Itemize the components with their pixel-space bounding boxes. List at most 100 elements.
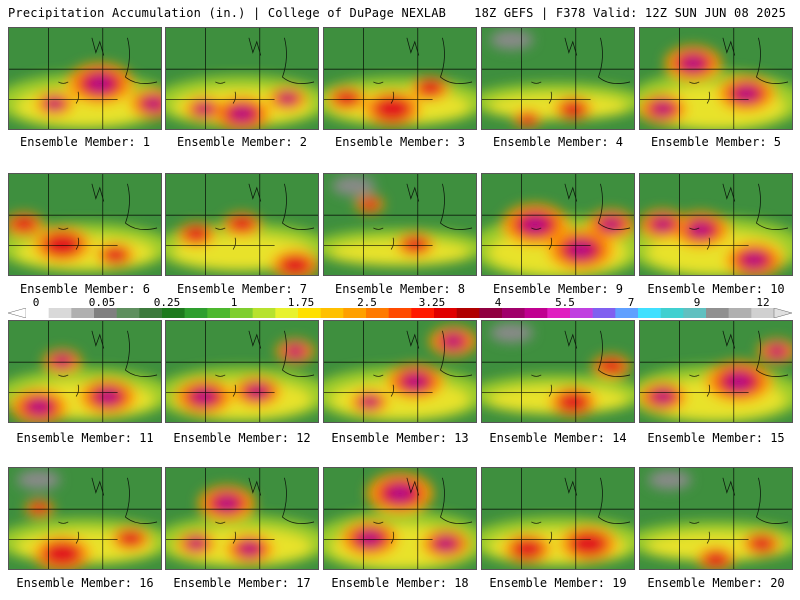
member-map-panel (481, 320, 635, 423)
member-map-panel (165, 320, 319, 423)
colorbar-tick-label: 0.05 (88, 296, 116, 309)
member-caption: Ensemble Member: 10 (636, 282, 796, 296)
member-map-panel (639, 173, 793, 276)
member-number: 19 (612, 576, 627, 590)
member-map-panel (323, 173, 477, 276)
caption-prefix: Ensemble Member: (492, 282, 616, 296)
caption-prefix: Ensemble Member: (173, 431, 297, 445)
member-caption: Ensemble Member: 13 (320, 431, 480, 445)
colorbar-swatch (728, 308, 752, 318)
member-map-panel (481, 173, 635, 276)
member-caption: Ensemble Member: 19 (478, 576, 638, 590)
member-number: 18 (454, 576, 469, 590)
caption-prefix: Ensemble Member: (173, 576, 297, 590)
colorbar-tick-label: 3.25 (418, 296, 446, 309)
member-caption: Ensemble Member: 6 (5, 282, 165, 296)
colorbar-swatch (320, 308, 344, 318)
caption-prefix: Ensemble Member: (16, 431, 140, 445)
colorbar-swatch (94, 308, 117, 318)
colorbar-swatch (683, 308, 707, 318)
colorbar-swatch (411, 308, 435, 318)
member-map-panel (165, 173, 319, 276)
colorbar-swatch (524, 308, 548, 318)
caption-prefix: Ensemble Member: (647, 282, 771, 296)
colorbar-tick-label: 0 (32, 296, 40, 309)
caption-prefix: Ensemble Member: (650, 135, 774, 149)
caption-prefix: Ensemble Member: (331, 576, 455, 590)
member-caption: Ensemble Member: 16 (5, 576, 165, 590)
colorbar-swatch (366, 308, 389, 318)
colorbar-swatch (275, 308, 299, 318)
member-number: 3 (457, 135, 466, 149)
member-map-panel (8, 467, 162, 570)
caption-prefix: Ensemble Member: (334, 282, 458, 296)
member-caption: Ensemble Member: 4 (478, 135, 638, 149)
colorbar-swatch (434, 308, 457, 318)
colorbar-swatch (184, 308, 208, 318)
member-caption: Ensemble Member: 20 (636, 576, 796, 590)
member-caption: Ensemble Member: 8 (320, 282, 480, 296)
colorbar-tick-label: 4 (494, 296, 502, 309)
colorbar-tick-label: 1.75 (287, 296, 315, 309)
caption-prefix: Ensemble Member: (334, 135, 458, 149)
member-caption: Ensemble Member: 11 (5, 431, 165, 445)
member-caption: Ensemble Member: 12 (162, 431, 322, 445)
caption-prefix: Ensemble Member: (331, 431, 455, 445)
member-map-panel (639, 467, 793, 570)
member-map-panel (481, 27, 635, 130)
caption-prefix: Ensemble Member: (647, 576, 771, 590)
member-number: 4 (615, 135, 624, 149)
member-caption: Ensemble Member: 9 (478, 282, 638, 296)
caption-prefix: Ensemble Member: (176, 135, 300, 149)
colorbar-swatch (751, 308, 775, 318)
member-caption: Ensemble Member: 18 (320, 576, 480, 590)
colorbar-swatch (298, 308, 321, 318)
colorbar-tick-label: 5.5 (555, 296, 575, 309)
member-caption: Ensemble Member: 17 (162, 576, 322, 590)
colorbar-swatch (706, 308, 729, 318)
member-caption: Ensemble Member: 15 (636, 431, 796, 445)
colorbar-swatch (615, 308, 639, 318)
run-valid-time: 18Z GEFS | F378 Valid: 12Z SUN JUN 08 20… (474, 6, 786, 20)
member-map-panel (323, 320, 477, 423)
member-caption: Ensemble Member: 14 (478, 431, 638, 445)
colorbar-swatch (502, 308, 525, 318)
colorbar-swatch (638, 308, 661, 318)
member-number: 2 (299, 135, 308, 149)
member-map-panel (165, 467, 319, 570)
member-caption: Ensemble Member: 2 (162, 135, 322, 149)
member-number: 9 (615, 282, 624, 296)
colorbar-swatch (26, 308, 49, 318)
caption-prefix: Ensemble Member: (19, 135, 143, 149)
member-caption: Ensemble Member: 5 (636, 135, 796, 149)
colorbar-swatch (388, 308, 412, 318)
caption-prefix: Ensemble Member: (176, 282, 300, 296)
colorbar-tick-label: 0.25 (153, 296, 181, 309)
colorbar-left-arrow (8, 308, 27, 318)
member-number: 17 (296, 576, 311, 590)
member-number: 6 (142, 282, 151, 296)
colorbar (8, 308, 792, 318)
caption-prefix: Ensemble Member: (647, 431, 771, 445)
member-number: 16 (139, 576, 154, 590)
colorbar-tick-label: 1 (230, 296, 238, 309)
caption-prefix: Ensemble Member: (16, 576, 140, 590)
member-map-panel (639, 320, 793, 423)
member-caption: Ensemble Member: 7 (162, 282, 322, 296)
caption-prefix: Ensemble Member: (19, 282, 143, 296)
member-number: 11 (139, 431, 154, 445)
member-number: 8 (457, 282, 466, 296)
member-number: 10 (770, 282, 785, 296)
colorbar-right-arrow (773, 308, 792, 318)
colorbar-swatch (570, 308, 593, 318)
colorbar-swatch (139, 308, 163, 318)
member-caption: Ensemble Member: 3 (320, 135, 480, 149)
caption-prefix: Ensemble Member: (489, 431, 613, 445)
colorbar-swatch (479, 308, 503, 318)
member-map-panel (165, 27, 319, 130)
caption-prefix: Ensemble Member: (492, 135, 616, 149)
member-map-panel (8, 173, 162, 276)
member-map-panel (481, 467, 635, 570)
colorbar-tick-label: 7 (627, 296, 635, 309)
colorbar-swatch (343, 308, 367, 318)
